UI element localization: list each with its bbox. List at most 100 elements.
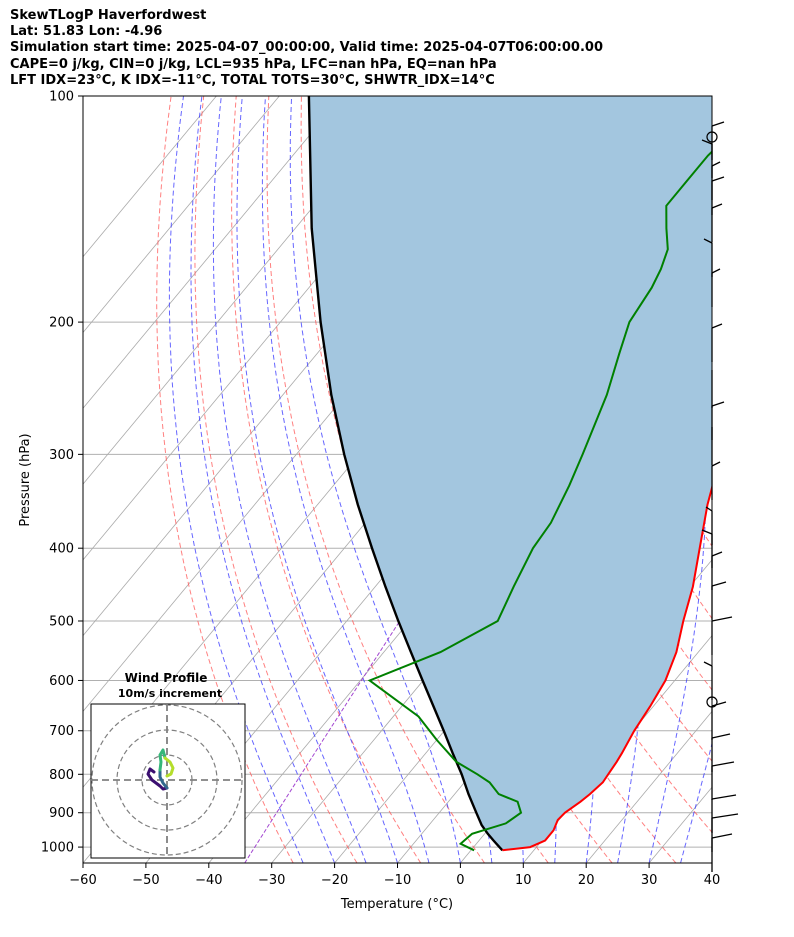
wind-barb — [711, 761, 735, 800]
wind-barb — [703, 238, 713, 277]
calm-wind-circle — [706, 696, 718, 708]
barb-flag — [711, 701, 727, 707]
y-tick-label: 100 — [49, 90, 74, 105]
y-tick-label: 600 — [49, 674, 74, 689]
wind-barb — [711, 461, 721, 500]
isotherm-line — [711, 862, 712, 863]
barb-flag — [711, 616, 733, 622]
x-tick-label: −30 — [258, 873, 285, 888]
wind-barb — [703, 661, 713, 700]
barb-flag — [711, 833, 733, 839]
inset-plot — [91, 704, 245, 858]
moist-adiabat — [289, 96, 461, 863]
y-tick-label: 700 — [49, 724, 74, 739]
barb-flag — [711, 121, 725, 127]
moist-adiabat — [190, 96, 336, 863]
x-axis-label: Temperature (°C) — [340, 897, 453, 912]
moist-adiabat — [212, 96, 367, 863]
barb-flag — [711, 551, 723, 557]
temperature-line — [502, 483, 712, 852]
wind-barb — [711, 701, 727, 740]
moist-adiabat — [261, 96, 430, 863]
x-tick-label: −10 — [384, 873, 411, 888]
location-line: Lat: 51.83 Lon: -4.96 — [10, 24, 163, 40]
x-axis-ticks: −60 −50 −40 −30 −20 −10 0 10 20 30 40 — [69, 863, 720, 888]
profile-lines — [307, 96, 712, 852]
wind-barb — [711, 616, 733, 655]
hodograph-segment — [146, 767, 169, 791]
barb-flag — [711, 323, 723, 329]
isotherm-line — [83, 96, 217, 258]
indices-line: LFT IDX=23°C, K IDX=-11°C, TOTAL TOTS=30… — [10, 72, 495, 88]
hodograph-segment — [158, 768, 169, 790]
wind-barb — [711, 401, 725, 440]
dry-adiabat — [266, 96, 485, 863]
wind-profile-inset: Wind Profile 10m/s increment — [90, 671, 246, 859]
wind-barb — [711, 268, 721, 307]
x-tick-label: 20 — [578, 873, 595, 888]
wind-barb — [711, 581, 727, 620]
isotherm-line — [83, 96, 343, 409]
barb-flag — [711, 268, 721, 274]
barb-flag — [711, 461, 721, 467]
cin-shading — [308, 96, 712, 851]
y-tick-label: 900 — [49, 806, 74, 821]
dry-adiabat — [758, 96, 794, 863]
dry-adiabat — [156, 96, 294, 863]
inset-title: Wind Profile — [125, 671, 208, 685]
y-tick-label: 400 — [49, 542, 74, 557]
inset-subtitle: 10m/s increment — [118, 687, 222, 700]
barb-flag — [711, 761, 735, 767]
barb-flag — [701, 529, 713, 535]
x-tick-label: 0 — [456, 873, 464, 888]
barb-flag — [711, 401, 725, 407]
inset-frame — [90, 703, 246, 859]
isotherm-line — [83, 96, 280, 334]
wind-barb — [711, 323, 723, 362]
barb-flag — [705, 506, 713, 512]
time-line: Simulation start time: 2025-04-07_00:00:… — [10, 40, 603, 56]
y-tick-label: 1000 — [41, 841, 74, 856]
moist-adiabat — [168, 96, 304, 863]
wind-barb — [711, 203, 723, 242]
barb-flag — [711, 813, 739, 819]
wind-barb — [711, 794, 737, 833]
cape-cin-shading — [308, 96, 712, 851]
dewpoint-line — [367, 150, 712, 852]
barb-flag — [711, 176, 725, 182]
x-tick-label: 40 — [704, 873, 721, 888]
wind-barb — [711, 176, 725, 215]
x-tick-label: 10 — [515, 873, 532, 888]
y-tick-label: 500 — [49, 614, 74, 629]
chart-header: SkewTLogP Haverfordwest Lat: 51.83 Lon: … — [10, 8, 603, 89]
hodograph-segment — [158, 748, 167, 772]
y-axis-label: Pressure (hPa) — [18, 433, 33, 526]
barb-flag — [703, 661, 713, 667]
barb-flag — [711, 733, 731, 739]
y-tick-label: 200 — [49, 316, 74, 331]
barb-flag — [703, 238, 713, 244]
dry-adiabat — [194, 96, 358, 863]
x-tick-label: 30 — [641, 873, 658, 888]
dry-adiabat — [790, 96, 794, 863]
hodograph-segment — [163, 756, 175, 778]
y-axis-ticks: 1000 900 800 700 600 500 400 300 200 100 — [41, 90, 83, 856]
barb-flag — [711, 161, 721, 167]
wind-barb — [711, 733, 731, 772]
wind-barb — [711, 833, 733, 872]
dry-adiabat — [725, 96, 794, 863]
plot-area — [83, 96, 794, 863]
x-tick-label: −40 — [195, 873, 222, 888]
y-tick-label: 800 — [49, 768, 74, 783]
chart-title: SkewTLogP Haverfordwest — [10, 8, 207, 23]
isotherm-line — [585, 710, 712, 863]
x-tick-label: −20 — [321, 873, 348, 888]
wind-barb — [711, 551, 723, 590]
barb-flag — [711, 794, 737, 800]
cape-line: CAPE=0 j/kg, CIN=0 j/kg, LCL=935 hPa, LF… — [10, 56, 497, 72]
barb-flag — [701, 139, 713, 145]
moist-adiabat — [618, 96, 707, 863]
isotherm-line — [83, 96, 406, 485]
wind-barb — [711, 813, 739, 852]
